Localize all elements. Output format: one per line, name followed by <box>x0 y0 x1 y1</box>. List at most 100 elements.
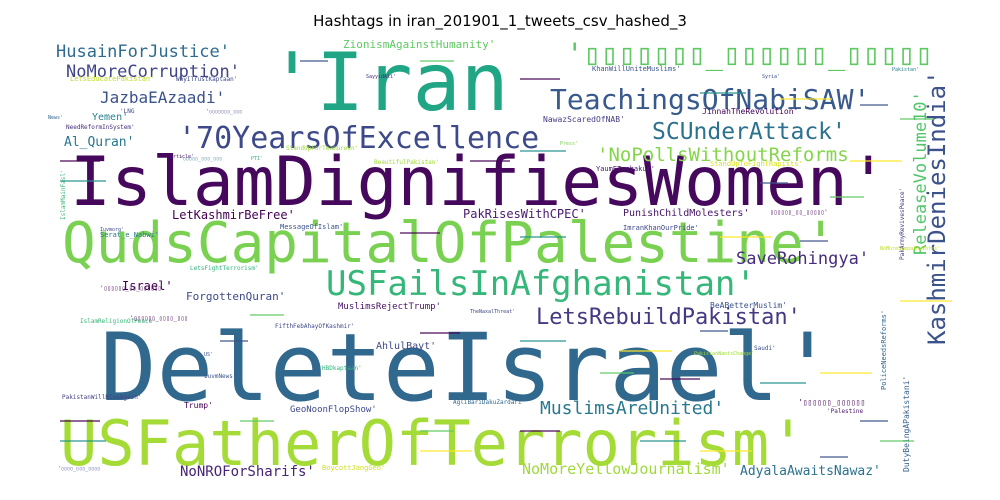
word-cloud-minor-term <box>420 332 460 334</box>
word-cloud-term: USFatherOfTerrorism' <box>60 407 807 480</box>
word-cloud-term: Al_Quran' <box>64 135 134 150</box>
word-cloud-minor-term <box>700 92 746 94</box>
word-cloud-term: NoNROForSharifs' <box>180 464 315 480</box>
word-cloud-minor-term <box>880 440 914 442</box>
word-cloud-minor-term <box>620 350 672 352</box>
word-cloud-term: Syria' <box>762 74 780 80</box>
word-cloud-term: Pakistan' <box>892 67 919 73</box>
word-cloud-term: TheNaxalThreat' <box>470 309 515 315</box>
word-cloud-minor-term <box>220 340 248 342</box>
word-cloud-term: BeABetterMuslim' <box>710 301 787 310</box>
word-cloud-term: PTI' <box>251 156 263 162</box>
word-cloud-minor-term <box>600 372 634 374</box>
word-cloud-term: MuslimsRejectTrump' <box>338 302 441 312</box>
word-cloud-term: Article' <box>170 154 194 160</box>
word-cloud-term: FifthFebAhayOfKashmir' <box>275 323 354 330</box>
word-cloud-minor-term <box>700 450 752 452</box>
word-cloud-term: NoMoreSympathyVotes' <box>880 246 940 252</box>
word-cloud-term: AdyalaAwaitsNawaz' <box>740 464 881 479</box>
word-cloud-minor-term <box>400 232 440 234</box>
word-cloud-minor-term <box>860 420 888 422</box>
word-cloud-term: AhlulBayt' <box>376 341 436 352</box>
word-cloud-term: '▯▯▯▯▯▯_▯▯▯▯▯▯ <box>798 398 865 407</box>
word-cloud-term: ForgottenQuran' <box>186 290 285 303</box>
word-cloud-minor-term <box>240 420 274 422</box>
word-cloud-term: QudsCapitalOfPalestine' <box>62 211 837 276</box>
word-cloud-term: WhyITrustKaptaan' <box>176 76 237 83</box>
word-cloud-minor-term <box>820 456 848 458</box>
word-cloud-minor-term <box>420 60 454 62</box>
word-cloud-minor-term <box>850 160 902 162</box>
word-cloud-term: DeleteIsrael' <box>100 314 836 423</box>
word-cloud-term: Iuvmorg' <box>100 227 124 233</box>
word-cloud-term: PoliceNeedsReforms' <box>880 310 888 390</box>
word-cloud-minor-term <box>860 104 888 106</box>
word-cloud-term: US' <box>204 352 213 358</box>
word-cloud-term: IuvmNews' <box>204 373 237 380</box>
word-cloud-term: LetKashmirBeFree' <box>172 208 295 222</box>
word-cloud-term: JinnahTheRevolution' <box>702 107 798 116</box>
word-cloud-term: ZionismAgainstHumanity' <box>343 38 495 51</box>
word-cloud-minor-term <box>820 372 872 374</box>
word-cloud-term: GeoNoonFlopShow' <box>290 405 377 415</box>
word-cloud-term: NawazScaredOfNAB' <box>543 115 625 124</box>
word-cloud-term: BeautifulPakistan' <box>374 159 439 166</box>
word-cloud-minor-term <box>60 420 100 422</box>
word-cloud-term: JazbaEAzaadi' <box>100 88 225 107</box>
word-cloud-term: Trump' <box>184 401 213 410</box>
word-cloud-minor-term <box>470 160 510 162</box>
word-cloud-term: '70YearsOfExcellence <box>178 121 539 156</box>
word-cloud-term: AgliBariDakuZardari' <box>453 399 525 406</box>
word-cloud-minor-term <box>250 314 284 316</box>
word-cloud-term: '▯▯▯▯▯▯▯_▯▯▯ <box>206 109 242 115</box>
word-cloud-term: LetsEducatePakistan' <box>70 75 154 83</box>
word-cloud-minor-term <box>300 60 328 62</box>
word-cloud-term: KashmirDeniesIndia' <box>923 70 951 345</box>
word-cloud-minor-term <box>640 440 686 442</box>
word-cloud-term: 'NoPollsWithoutReforms <box>597 144 849 166</box>
word-cloud-minor-term <box>520 150 566 152</box>
word-cloud-term: BoycottJangGeo' <box>322 464 385 472</box>
word-cloud-minor-term <box>800 240 828 242</box>
word-cloud-minor-term <box>700 330 728 332</box>
word-cloud-minor-term <box>420 430 454 432</box>
word-cloud-minor-term <box>520 236 566 238</box>
chart-title: Hashtags in iran_201901_1_tweets_csv_has… <box>313 12 687 30</box>
word-cloud-minor-term <box>520 430 560 432</box>
word-cloud-term: 'LNG <box>120 108 135 115</box>
word-cloud-term: Serat_e_Nabwi' <box>100 231 159 239</box>
word-cloud-minor-term <box>830 196 864 198</box>
word-cloud-term: 'Iran <box>268 36 509 129</box>
word-cloud-term: StandUpForTeamGreen' <box>286 145 358 152</box>
word-cloud-term: HBDkaptaan' <box>322 365 362 372</box>
word-cloud-minor-term <box>900 300 952 302</box>
word-cloud-term: '▯▯▯▯▯▯_▯▯_▯▯▯▯▯▯ <box>100 285 161 292</box>
word-cloud-term: HusainForJustice' <box>56 42 230 62</box>
word-cloud-term: '▯▯▯▯_▯▯▯_▯▯▯▯ <box>58 466 100 472</box>
word-cloud-minor-term <box>760 182 788 184</box>
word-cloud-term: NoMoreYellowJournalism' <box>522 460 730 478</box>
word-cloud-term: DutyBeingAPakistani' <box>902 376 911 472</box>
word-cloud-minor-term <box>520 78 560 80</box>
word-cloud-minor-term <box>60 440 106 442</box>
word-cloud-term: PakistanWillRiseAgain' <box>62 394 141 401</box>
word-cloud-term: USFailsInAfghanistan' <box>326 264 756 304</box>
word-cloud-term: ImranKhanOurPride' <box>623 224 699 232</box>
word-cloud-minor-term <box>720 236 772 238</box>
word-cloud-term: 'Palestine <box>827 408 864 415</box>
word-cloud-term: KhanWillUniteMuslims' <box>592 65 681 73</box>
word-cloud-term: Saudi' <box>754 345 776 352</box>
word-cloud-term: StandUpToFightRapists' <box>710 160 803 168</box>
word-cloud-term: IslamDignifiesWomen' <box>70 143 889 222</box>
word-cloud-term: SaveRohingya' <box>736 249 869 269</box>
word-cloud-term: News' <box>48 115 63 121</box>
word-cloud-minor-term <box>60 180 106 182</box>
word-cloud-term: MuslimsAreUnited' <box>540 398 724 419</box>
word-cloud-term: LetsFightTerrorism' <box>190 265 259 272</box>
word-cloud-term: IslamMainFasl' <box>60 169 67 220</box>
word-cloud-term: PunishChildMolesters' <box>623 208 749 219</box>
word-cloud-term: MessageOfIslam' <box>280 223 343 231</box>
word-cloud-term: Yemen' <box>92 112 128 123</box>
word-cloud-term: PakistanWantsChange' <box>694 351 754 357</box>
